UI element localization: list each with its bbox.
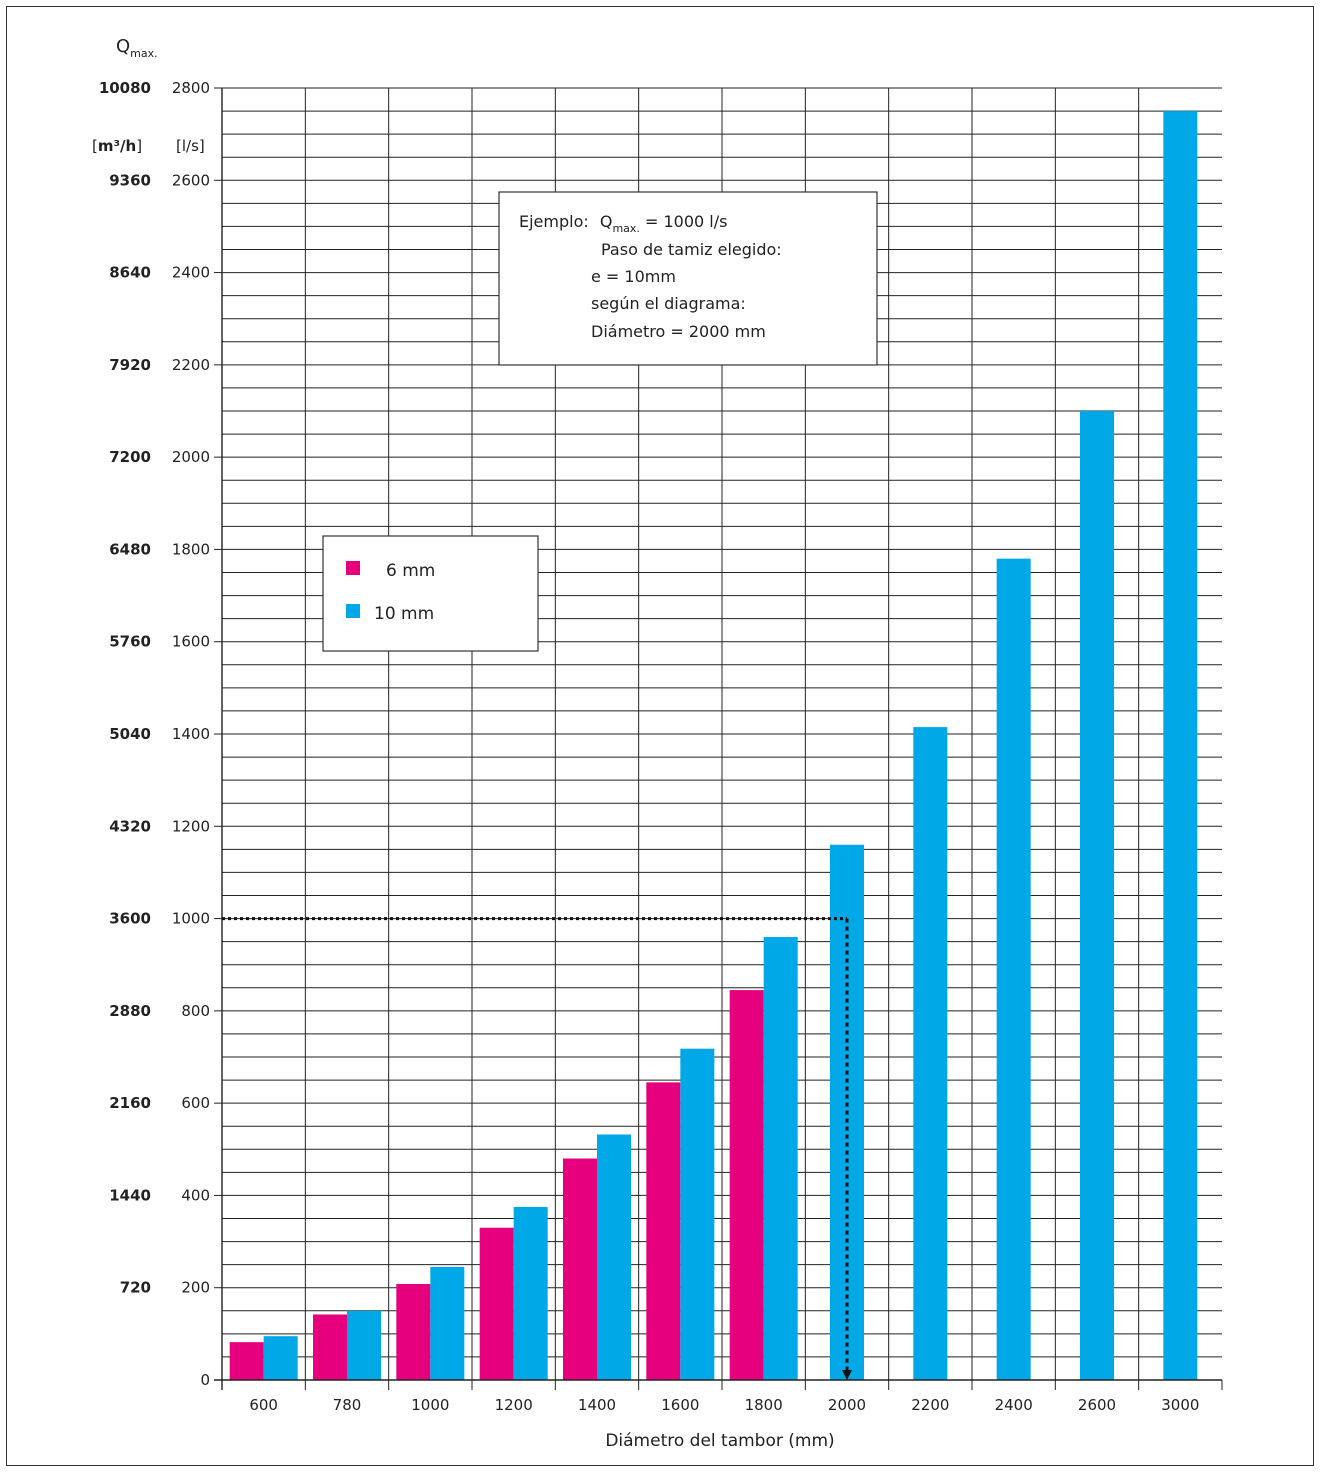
y-tick-label-ls: 1000 bbox=[172, 910, 210, 928]
y-tick-label-m3h: 7200 bbox=[109, 448, 151, 466]
y-tick-label-ls: 800 bbox=[181, 1002, 210, 1020]
bars bbox=[229, 111, 1198, 1381]
bar-10mm-1400 bbox=[597, 1134, 631, 1380]
y-axis-unit-right: [l/s] bbox=[176, 137, 205, 155]
y-tick-label-ls: 1400 bbox=[172, 725, 210, 743]
legend-swatch-6mm bbox=[346, 561, 360, 575]
y-tick-label-ls: 2000 bbox=[172, 448, 210, 466]
legend-label-10mm: 10 mm bbox=[374, 604, 434, 624]
bar-6mm-1000 bbox=[396, 1284, 431, 1380]
y-tick-label-m3h: 7920 bbox=[109, 356, 151, 374]
y-axis-unit-left: [m³/h] bbox=[92, 137, 142, 155]
y-tick-label-m3h: 8640 bbox=[109, 264, 151, 282]
example-annotation: Ejemplo: Qmax. = 1000 l/s Paso de tamiz … bbox=[498, 191, 878, 366]
annotation-line3: e = 10mm bbox=[591, 267, 676, 286]
bar-6mm-1600 bbox=[646, 1082, 681, 1380]
bar-10mm-3000 bbox=[1163, 111, 1198, 1381]
x-tick-label: 780 bbox=[333, 1396, 362, 1414]
bar-10mm-780 bbox=[347, 1310, 381, 1380]
y-tick-label-ls: 400 bbox=[181, 1186, 210, 1204]
x-tick-label: 2200 bbox=[911, 1396, 949, 1414]
x-tick-label: 2600 bbox=[1078, 1396, 1116, 1414]
y-tick-label-m3h: 2880 bbox=[109, 1002, 151, 1020]
y-tick-label-ls: 600 bbox=[181, 1094, 210, 1112]
y-tick-label-m3h: 6480 bbox=[109, 540, 151, 558]
bar-10mm-1000 bbox=[430, 1266, 465, 1380]
y-tick-label-m3h: 4320 bbox=[109, 817, 151, 835]
y-tick-label-ls: 2400 bbox=[172, 264, 210, 282]
x-tick-labels: 600 780 1000 1200 1400 1600 1800 2000 2200 2400 26… bbox=[249, 1396, 1199, 1414]
bar-6mm-1400 bbox=[563, 1158, 597, 1380]
annotation-line1: Ejemplo: Qmax. = 1000 l/s bbox=[519, 212, 727, 235]
bar-10mm-1800 bbox=[763, 937, 798, 1380]
chart-frame bbox=[6, 6, 1314, 1466]
y-tick-label-m3h: 5760 bbox=[109, 633, 151, 651]
y-tick-label-m3h: 10080 bbox=[99, 79, 151, 97]
legend-label-6mm: 6 mm bbox=[386, 561, 435, 581]
example-guide bbox=[222, 917, 852, 1380]
y-axis-symbol: Q bbox=[116, 36, 130, 57]
bar-6mm-1800 bbox=[729, 990, 764, 1380]
x-tick-label: 2000 bbox=[828, 1396, 866, 1414]
x-tick-label: 1200 bbox=[495, 1396, 533, 1414]
y-tick-label-m3h: 2160 bbox=[109, 1094, 151, 1112]
bar-6mm-1200 bbox=[479, 1227, 514, 1380]
y-axis-unit-core: m³/h bbox=[98, 137, 136, 155]
y-axis-subscript: max. bbox=[130, 47, 157, 60]
example-arrow-head bbox=[842, 1370, 852, 1380]
y-tick-label-m3h: 9360 bbox=[109, 171, 151, 189]
annotation-line2: Paso de tamiz elegido: bbox=[601, 240, 782, 259]
bar-6mm-780 bbox=[313, 1314, 347, 1380]
y-tick-label-m3h: 1440 bbox=[109, 1186, 151, 1204]
y-tick-label-ls: 1200 bbox=[172, 817, 210, 835]
x-tick-label: 1600 bbox=[661, 1396, 699, 1414]
y-tick-label-ls: 0 bbox=[200, 1371, 210, 1389]
y-tick-label-m3h: 5040 bbox=[109, 725, 151, 743]
bar-10mm-1600 bbox=[680, 1048, 715, 1380]
bar-10mm-600 bbox=[263, 1336, 298, 1380]
x-tick-label: 1400 bbox=[578, 1396, 616, 1414]
bar-10mm-2200 bbox=[913, 727, 948, 1380]
y-tick-label-ls: 2200 bbox=[172, 356, 210, 374]
x-tick-label: 3000 bbox=[1161, 1396, 1199, 1414]
annotation-line5: Diámetro = 2000 mm bbox=[591, 322, 766, 341]
x-tick-label: 2400 bbox=[995, 1396, 1033, 1414]
y-axis-title: Qmax. bbox=[116, 36, 158, 60]
y-tick-labels: 0 200 720 400 1440 600 2160 800 2880 1000 3600 1200… bbox=[99, 79, 210, 1389]
y-tick-label-ls: 200 bbox=[181, 1279, 210, 1297]
y-tick-label-m3h: 720 bbox=[120, 1279, 151, 1297]
axes bbox=[214, 87, 1223, 1390]
y-tick-label-ls: 2800 bbox=[172, 79, 210, 97]
bar-10mm-2600 bbox=[1080, 411, 1114, 1380]
y-tick-label-ls: 1600 bbox=[172, 633, 210, 651]
y-tick-label-m3h: 3600 bbox=[109, 910, 151, 928]
y-tick-label-ls: 1800 bbox=[172, 540, 210, 558]
x-axis-title: Diámetro del tambor (mm) bbox=[605, 1431, 834, 1451]
annotation-line4: según el diagrama: bbox=[591, 294, 746, 313]
y-tick-label-ls: 2600 bbox=[172, 171, 210, 189]
legend: 6 mm 10 mm bbox=[322, 535, 539, 652]
bar-6mm-600 bbox=[229, 1342, 264, 1380]
bar-10mm-2400 bbox=[996, 558, 1031, 1380]
legend-swatch-10mm bbox=[346, 604, 360, 618]
x-tick-label: 1000 bbox=[411, 1396, 449, 1414]
x-tick-label: 600 bbox=[249, 1396, 278, 1414]
x-tick-label: 1800 bbox=[745, 1396, 783, 1414]
bar-10mm-1200 bbox=[513, 1206, 548, 1380]
